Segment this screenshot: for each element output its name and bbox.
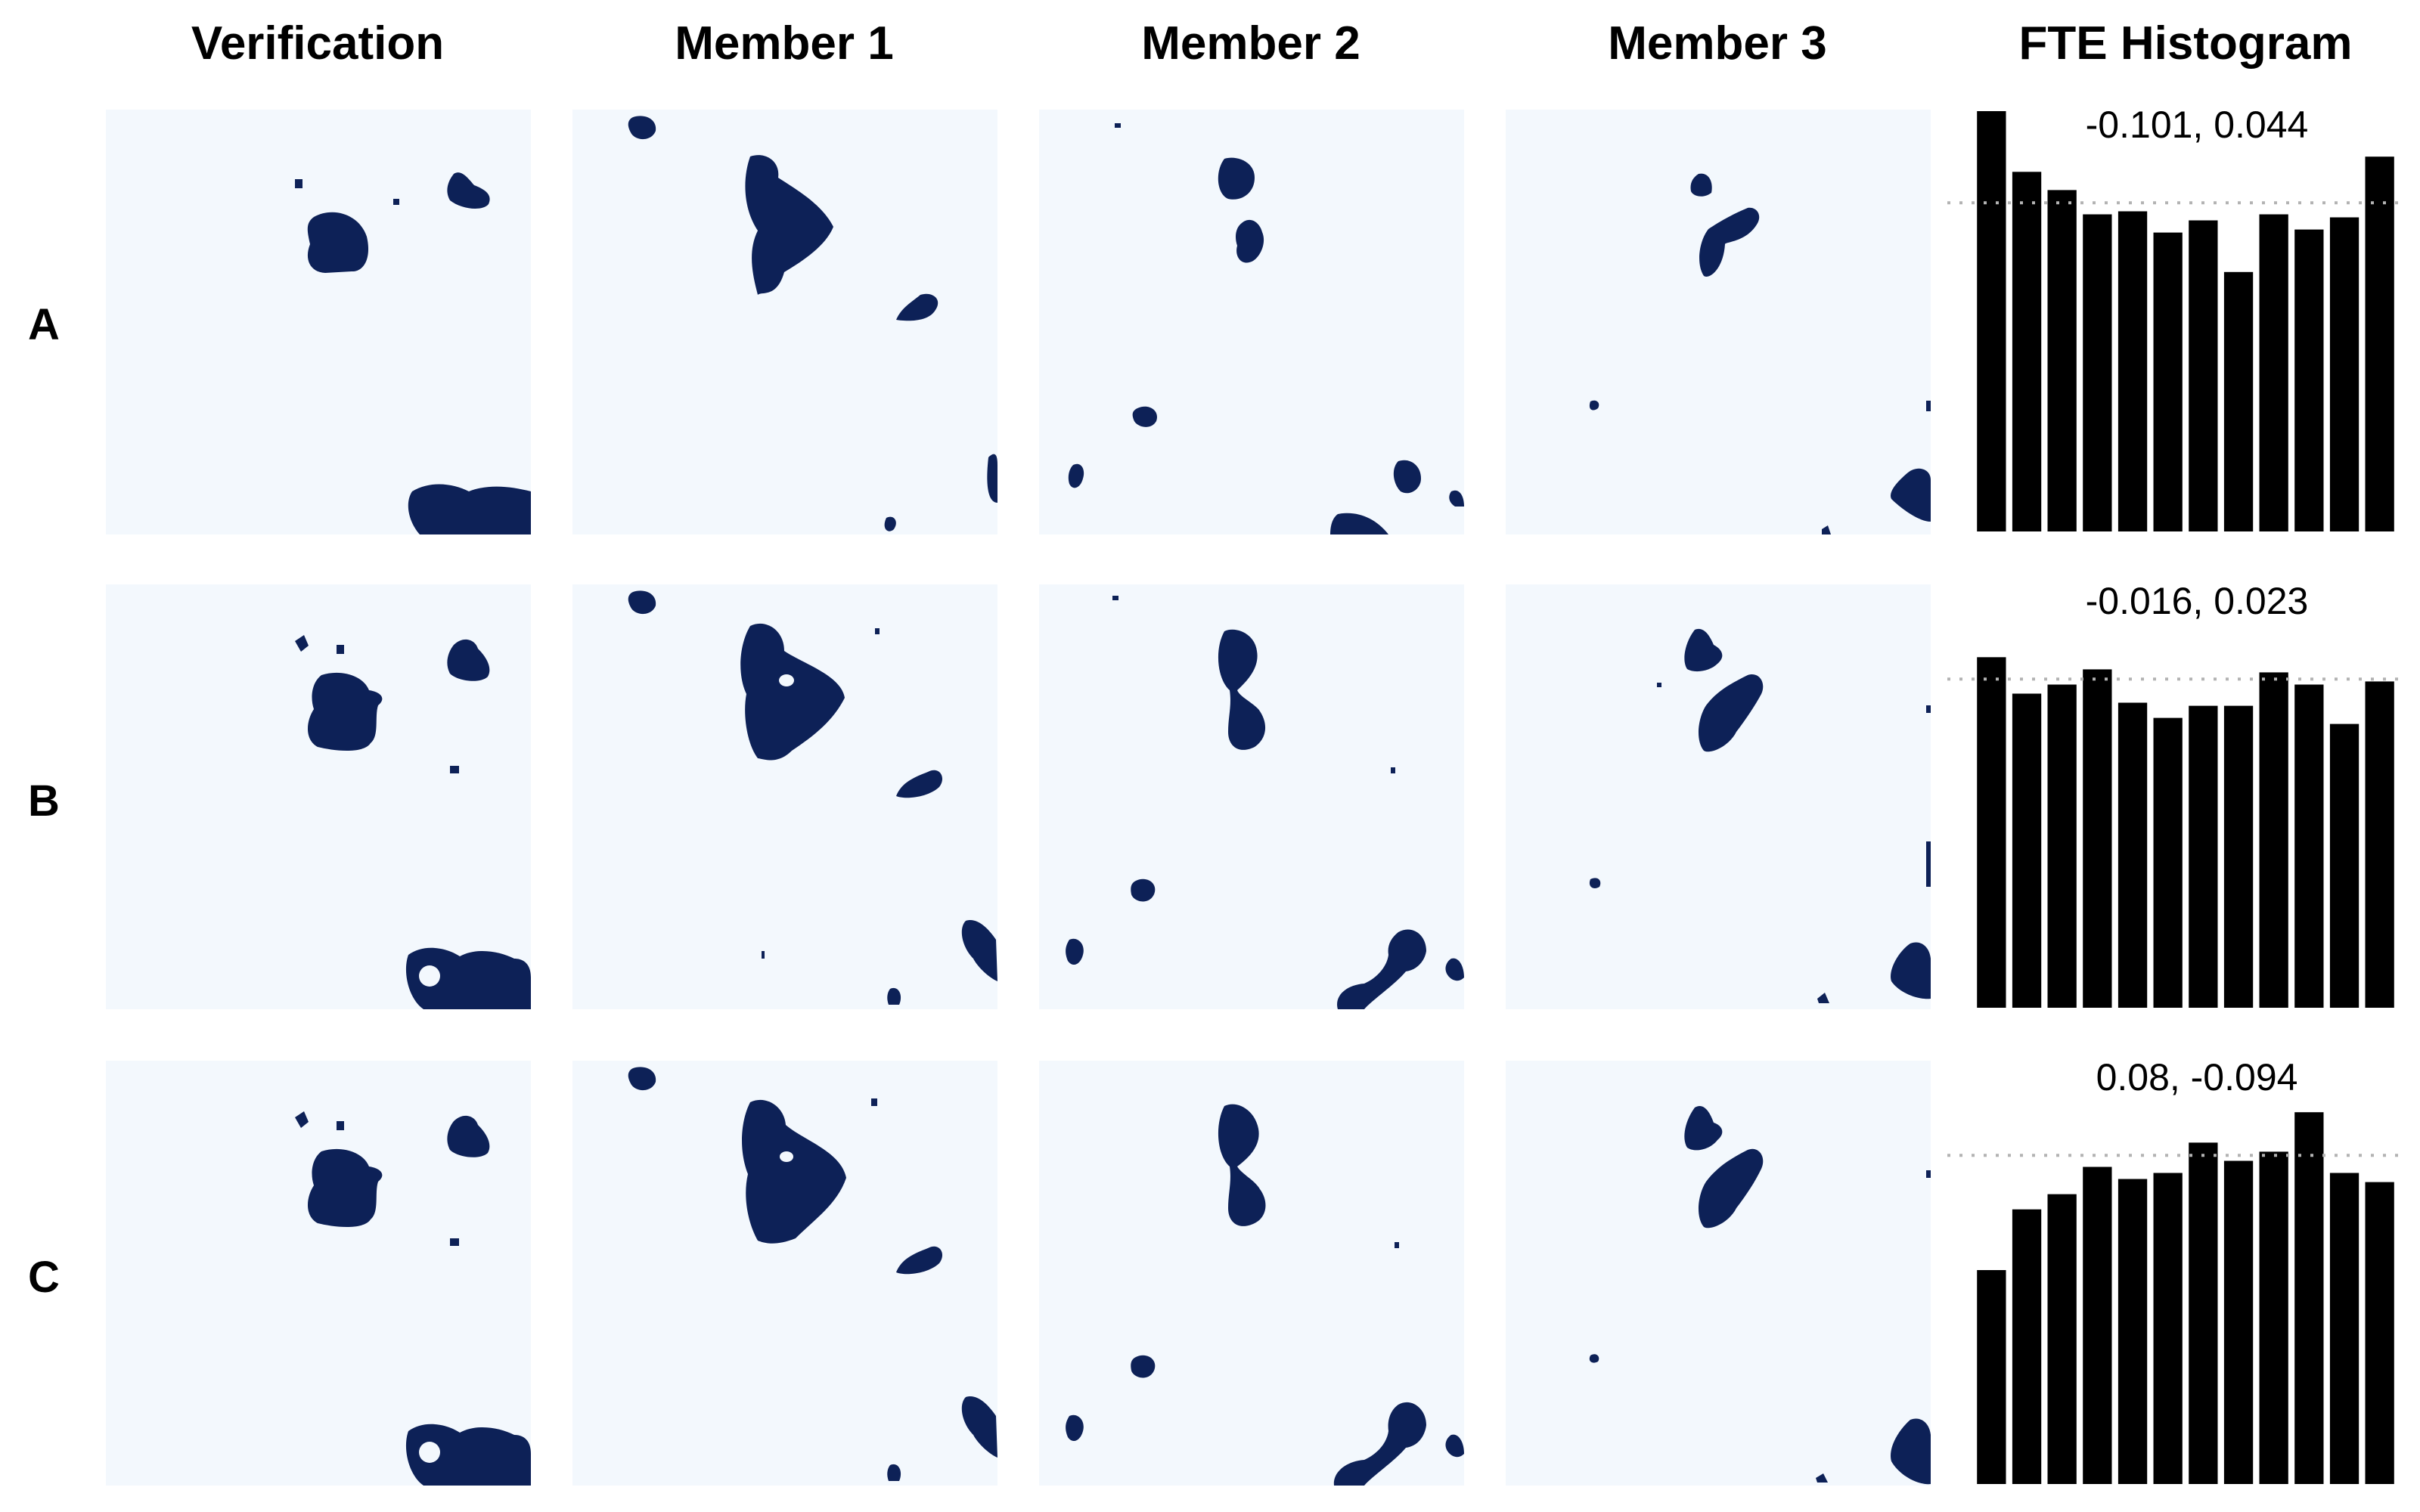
histogram-bar xyxy=(2259,1151,2288,1484)
panel-a-member-1 xyxy=(572,110,997,534)
histogram-annotation: -0.101, 0.044 xyxy=(2086,106,2309,146)
histogram-bar xyxy=(2189,1142,2218,1484)
histogram-annotation: -0.016, 0.023 xyxy=(2086,582,2309,622)
histogram-bar xyxy=(2118,1179,2148,1484)
header-verification: Verification xyxy=(191,17,445,70)
histogram-bar xyxy=(2329,723,2360,1008)
histogram-annotation: 0.08, -0.094 xyxy=(2096,1058,2298,1098)
histogram-bar xyxy=(2012,1209,2042,1484)
histogram-bar xyxy=(2083,214,2112,531)
panel-a-verification xyxy=(106,110,531,534)
panel-c-verification xyxy=(106,1061,531,1486)
histogram-bar xyxy=(2259,672,2288,1008)
blob-field xyxy=(295,172,531,534)
histogram-bar xyxy=(2012,693,2042,1008)
histogram-bar xyxy=(2294,229,2324,531)
blob-field xyxy=(628,590,997,1005)
blob-field xyxy=(1589,173,1931,534)
blob-field xyxy=(1589,1106,1931,1485)
histogram-bar xyxy=(1977,111,2006,531)
histogram-bar xyxy=(1977,1270,2006,1484)
histogram-bar xyxy=(2118,702,2148,1008)
panel-c-member-3 xyxy=(1506,1061,1931,1486)
blob-field xyxy=(628,1067,997,1481)
histogram-bar xyxy=(2329,217,2360,531)
histogram-bar xyxy=(2223,271,2254,531)
blob-field xyxy=(1066,1104,1464,1486)
histogram-b: -0.016, 0.023 xyxy=(1947,582,2401,1008)
blob-field xyxy=(1589,628,1931,1003)
row-label-c: C xyxy=(28,1253,60,1302)
histogram-bar xyxy=(2118,211,2148,531)
blob-field xyxy=(295,1111,531,1486)
header-fte-histogram: FTE Histogram xyxy=(2018,17,2353,70)
histogram-bar xyxy=(2153,717,2183,1008)
histogram-bar xyxy=(2259,214,2288,531)
histogram-bar xyxy=(2153,1173,2183,1484)
panel-a-member-2 xyxy=(1039,110,1464,534)
histogram-bar xyxy=(2365,681,2394,1008)
blob-field xyxy=(295,635,531,1009)
panel-c-member-1 xyxy=(572,1061,997,1486)
histogram-bar xyxy=(2153,232,2183,531)
histogram-bar xyxy=(2294,1112,2324,1484)
panel-c-member-2 xyxy=(1039,1061,1464,1486)
panel-b-verification xyxy=(106,584,531,1009)
histogram-bar xyxy=(2223,1160,2254,1484)
histogram-bar xyxy=(2329,1173,2360,1484)
panel-b-member-2 xyxy=(1039,584,1464,1009)
histogram-bar xyxy=(2365,156,2394,531)
row-label-a: A xyxy=(28,300,60,349)
panel-b-member-1 xyxy=(572,584,997,1009)
histogram-bar xyxy=(2047,190,2077,531)
histogram-bar xyxy=(2189,220,2218,531)
histogram-bar xyxy=(2294,684,2324,1008)
header-member-2: Member 2 xyxy=(1141,17,1360,70)
histogram-bar xyxy=(2365,1182,2394,1484)
histogram-bar xyxy=(2083,669,2112,1008)
histogram-bar xyxy=(2012,172,2042,532)
blob-field xyxy=(628,116,997,531)
histogram-a: -0.101, 0.044 xyxy=(1947,106,2401,532)
histogram-bar xyxy=(2083,1167,2112,1484)
histogram-bar xyxy=(2047,684,2077,1008)
histogram-bar xyxy=(1977,657,2006,1008)
header-member-3: Member 3 xyxy=(1608,17,1827,70)
histogram-bar xyxy=(2189,705,2218,1008)
row-label-b: B xyxy=(28,776,60,826)
histogram-bar xyxy=(2047,1194,2077,1484)
histogram-bar xyxy=(2223,705,2254,1008)
header-member-1: Member 1 xyxy=(675,17,894,70)
histogram-c: 0.08, -0.094 xyxy=(1947,1058,2401,1484)
panel-a-member-3 xyxy=(1506,110,1931,534)
blob-field xyxy=(1068,123,1464,534)
blob-field xyxy=(1066,596,1464,1009)
panel-b-member-3 xyxy=(1506,584,1931,1009)
